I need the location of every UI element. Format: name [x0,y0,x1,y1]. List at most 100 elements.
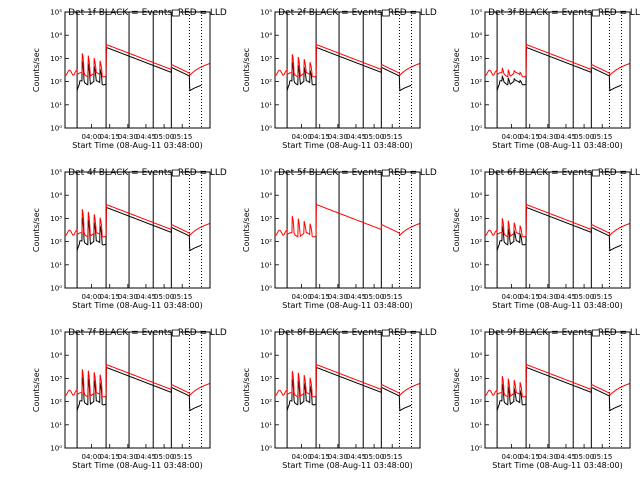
plot-frame [484,331,631,449]
x-tick-label: 04:00 [501,133,521,141]
panel-title: Det 2f BLACK = Events, RED = LLD [278,8,437,18]
y-tick-label: 10² [50,238,62,246]
series-lld [484,363,630,398]
y-tick-label: 10⁵ [470,9,482,17]
series-events [496,366,622,412]
panel-1: Det 1f BLACK = Events, RED = LLD 10⁰ 10¹ 10… [32,8,227,150]
series-lld [64,43,210,78]
y-tick-label: 10² [260,78,272,86]
x-tick-label: 04:15 [100,133,120,141]
y-tick-label: 10⁴ [50,192,62,200]
panel-title: Det 1f BLACK = Events, RED = LLD [68,8,227,18]
x-tick-label: 04:45 [346,293,366,301]
x-tick-label: 05:15 [382,133,402,141]
legend-box [171,329,180,337]
x-tick-label: 05:00 [574,453,594,461]
y-tick-label: 10² [470,238,482,246]
x-tick-label: 04:00 [501,453,521,461]
y-axis-label: Counts/sec [32,48,41,92]
x-tick-label: 04:45 [136,133,156,141]
series-events [76,46,202,92]
series-lld [274,363,420,398]
x-tick-label: 04:00 [81,133,101,141]
plot-frame [274,171,421,289]
legend-box [381,169,390,177]
panel-4: Det 4f BLACK = Events, RED = LLD 10⁰ 10¹ 10… [32,168,227,310]
x-tick-label: 05:15 [172,453,192,461]
series-lld [64,203,210,238]
panel-title: Det 6f BLACK = Events, RED = LLD [488,168,640,178]
y-tick-label: 10⁰ [470,445,482,453]
y-tick-label: 10⁵ [50,329,62,337]
x-axis-label: Start Time (08-Aug-11 03:48:00) [72,461,203,470]
legend-box [591,329,600,337]
plot-frame [274,11,421,129]
x-tick-label: 05:15 [592,133,612,141]
x-tick-label: 05:00 [364,293,384,301]
y-tick-label: 10³ [260,215,272,223]
y-tick-label: 10⁵ [50,169,62,177]
y-axis-label: Counts/sec [242,208,251,252]
x-tick-label: 05:15 [172,133,192,141]
x-tick-label: 04:30 [328,293,348,301]
y-tick-label: 10⁵ [260,9,272,17]
x-axis-label: Start Time (08-Aug-11 03:48:00) [72,301,203,310]
x-axis-label: Start Time (08-Aug-11 03:48:00) [282,141,413,150]
x-tick-label: 04:45 [136,293,156,301]
y-tick-label: 10¹ [260,261,272,269]
y-tick-label: 10³ [470,55,482,63]
y-tick-label: 10³ [260,55,272,63]
y-tick-label: 10¹ [470,101,482,109]
panel-7: Det 7f BLACK = Events, RED = LLD 10⁰ 10¹ 10… [32,328,227,470]
y-axis-label: Counts/sec [452,368,461,412]
y-tick-label: 10⁵ [260,169,272,177]
legend-box [171,169,180,177]
series-lld [64,363,210,398]
x-tick-label: 04:45 [136,453,156,461]
y-tick-label: 10² [50,398,62,406]
panel-5: Det 5f BLACK = Events, RED = LLD 10⁰ 10¹ 10… [242,168,437,310]
x-tick-label: 04:00 [81,453,101,461]
x-axis-label: Start Time (08-Aug-11 03:48:00) [492,141,623,150]
x-tick-label: 04:00 [291,453,311,461]
x-tick-label: 04:30 [328,133,348,141]
x-axis-label: Start Time (08-Aug-11 03:48:00) [282,301,413,310]
series-lld [484,43,630,78]
panel-title: Det 8f BLACK = Events, RED = LLD [278,328,437,338]
y-axis-label: Counts/sec [452,208,461,252]
y-tick-label: 10⁴ [260,192,272,200]
y-tick-label: 10⁵ [470,329,482,337]
x-axis-label: Start Time (08-Aug-11 03:48:00) [72,141,203,150]
x-tick-label: 05:00 [574,133,594,141]
y-tick-label: 10¹ [50,421,62,429]
y-tick-label: 10⁵ [50,9,62,17]
x-tick-label: 04:45 [556,453,576,461]
plot-frame [274,331,421,449]
panel-6: Det 6f BLACK = Events, RED = LLD 10⁰ 10¹ 10… [452,168,640,310]
y-tick-label: 10² [470,78,482,86]
series-events [76,366,202,412]
x-tick-label: 04:30 [118,133,138,141]
x-tick-label: 04:00 [501,293,521,301]
x-tick-label: 04:30 [538,293,558,301]
series-events [286,366,412,412]
y-axis-label: Counts/sec [242,48,251,92]
plot-frame [484,11,631,129]
series-events [496,206,622,252]
plot-frame [64,331,211,449]
x-tick-label: 04:15 [520,293,540,301]
y-tick-label: 10⁴ [260,32,272,40]
y-tick-label: 10⁴ [50,352,62,360]
x-tick-label: 05:00 [154,133,174,141]
x-tick-label: 05:00 [574,293,594,301]
x-tick-label: 04:30 [328,453,348,461]
x-tick-label: 04:15 [520,453,540,461]
y-tick-label: 10³ [50,55,62,63]
y-tick-label: 10³ [50,375,62,383]
x-tick-label: 05:00 [364,133,384,141]
y-tick-label: 10⁰ [260,445,272,453]
x-tick-label: 04:15 [310,293,330,301]
y-tick-label: 10⁴ [260,352,272,360]
y-tick-label: 10⁰ [260,125,272,133]
